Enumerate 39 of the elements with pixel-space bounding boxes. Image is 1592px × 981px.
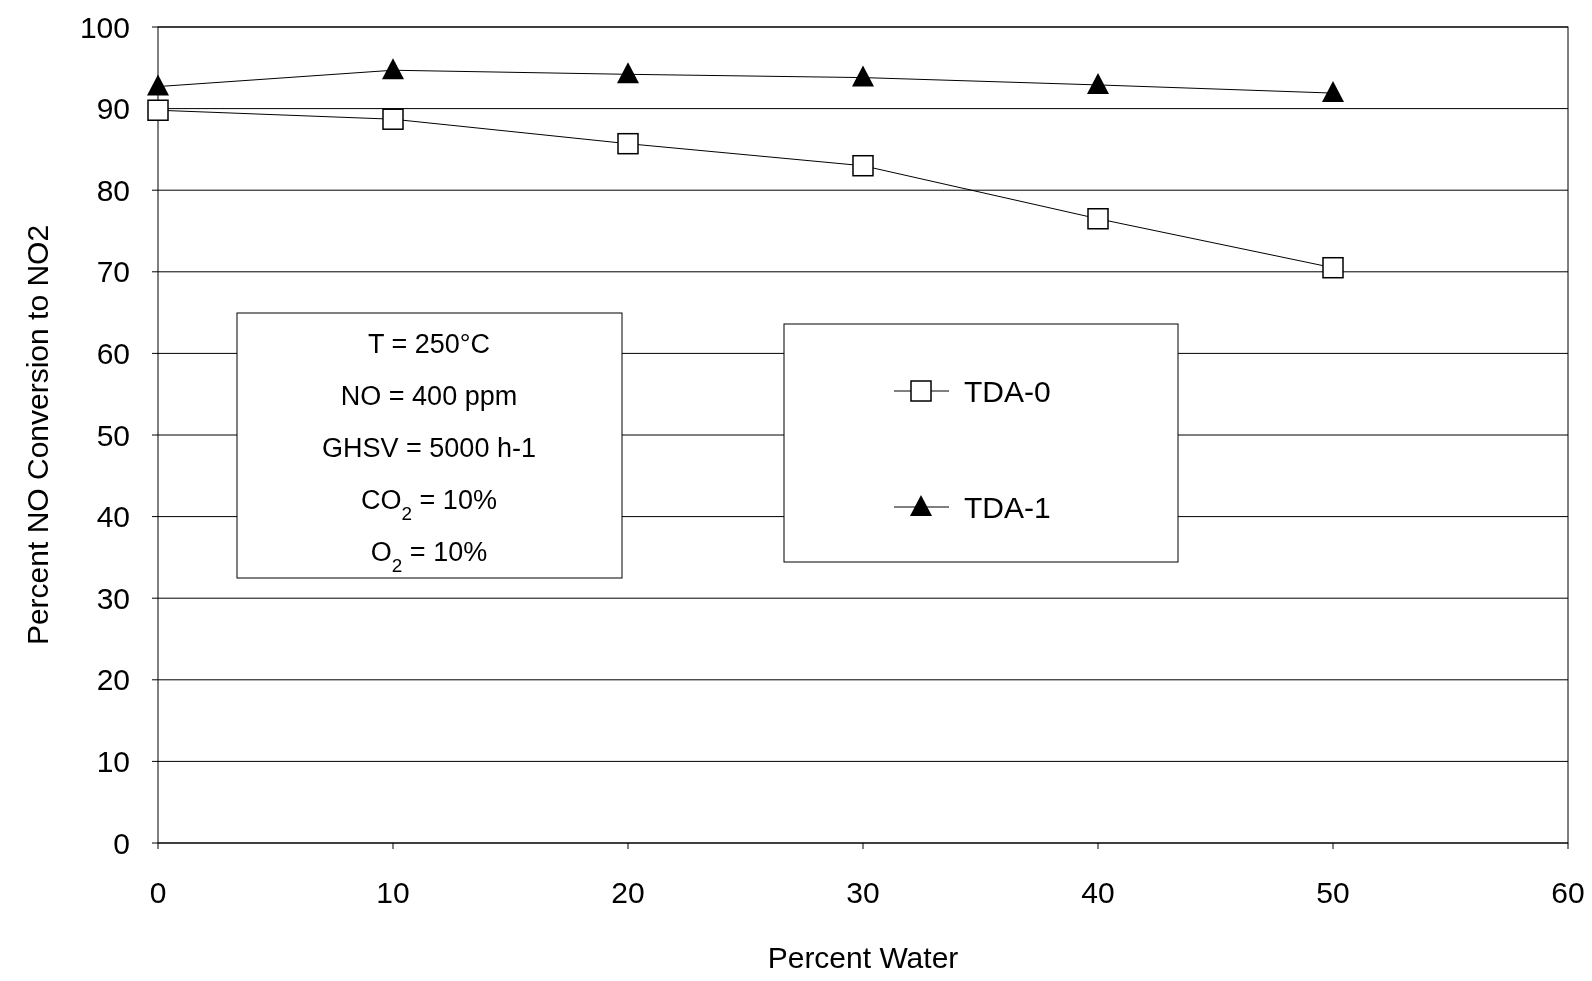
point	[852, 65, 874, 87]
x-tick-label: 30	[846, 876, 880, 909]
y-tick-label: 100	[79, 10, 130, 44]
annotation: CO$_{2}$ = 10%	[361, 485, 497, 524]
point	[382, 58, 404, 80]
annotation: O$_{2}$ = 10%	[370, 537, 488, 576]
annotation: T = 250°C	[367, 329, 491, 359]
y-tick-label: 60	[96, 336, 130, 370]
x-tick-label: 50	[1316, 876, 1350, 909]
point	[617, 132, 639, 155]
point	[1087, 72, 1109, 94]
x-tick-label: 10	[376, 876, 410, 909]
y-axis-title: Percent NO Conversion to NO2	[21, 224, 54, 646]
x-axis-title: Percent Water	[767, 941, 959, 974]
point	[1322, 256, 1344, 279]
point	[617, 62, 639, 84]
x-tick-label: 0	[149, 876, 167, 909]
y-tick-label: 30	[96, 581, 130, 615]
y-tick-label: 0	[113, 826, 130, 860]
y-tick-label: 80	[96, 173, 130, 207]
y-tick-label: 90	[96, 92, 130, 126]
annotation: GHSV = 5000 h-1	[322, 433, 536, 463]
point	[852, 154, 874, 177]
y-tick-label: 70	[96, 255, 130, 289]
legend-label: TDA-0	[964, 374, 1051, 408]
annotation: NO = 400 ppm	[340, 381, 518, 411]
point	[1322, 81, 1344, 103]
point	[147, 74, 169, 96]
y-tick-label: 20	[96, 663, 130, 697]
x-tick-label: 60	[1551, 876, 1585, 909]
legend-label: TDA-1	[964, 490, 1051, 524]
y-tick-label: 50	[96, 418, 130, 452]
y-tick-label: 10	[96, 744, 130, 778]
y-tick-label: 40	[96, 500, 130, 534]
point	[382, 108, 404, 130]
x-tick-label: 20	[611, 876, 645, 909]
x-tick-label: 40	[1081, 876, 1115, 909]
point	[1087, 208, 1109, 230]
point	[147, 99, 169, 121]
